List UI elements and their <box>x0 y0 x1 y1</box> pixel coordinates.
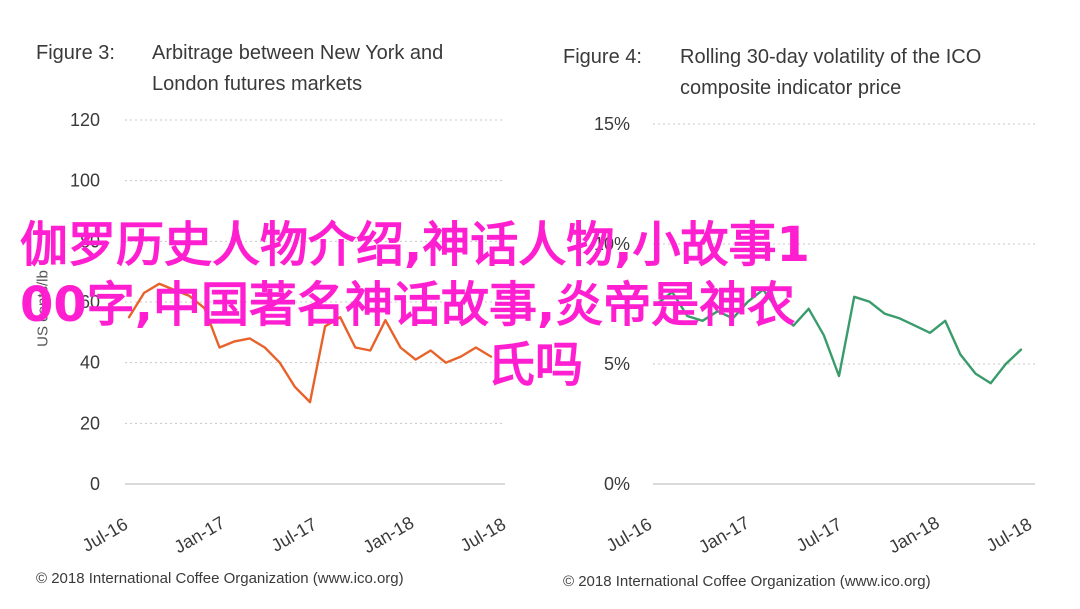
chart-2-x-tick-label: Jan-17 <box>695 512 753 557</box>
chart-2-y-tick-label: 5% <box>604 354 630 374</box>
chart-2-y-tick-label: 0% <box>604 474 630 494</box>
chart-1-x-tick-label: Jul-18 <box>457 514 509 556</box>
figure-3-title: Arbitrage between New York and London fu… <box>152 38 443 100</box>
figure-4-title-line-1: Rolling 30-day volatility of the ICO <box>680 46 982 68</box>
overlay-caption: 伽罗历史人物介绍,神话人物,小故事1 00字,中国著名神话故事,炎帝是神农 氏吗 <box>0 215 1080 395</box>
chart-1-x-tick-label: Jul-17 <box>268 514 320 556</box>
figure-4-label: Figure 4: <box>563 46 642 68</box>
chart-1-series-line <box>127 282 493 404</box>
figure-3-label: Figure 3: <box>36 42 115 64</box>
chart-2-x-tick-label: Jul-18 <box>983 514 1035 556</box>
figure-3-title-line-2: London futures markets <box>152 73 363 95</box>
chart-1-y-tick-label: 80 <box>80 231 100 251</box>
chart-2-series-line <box>655 288 1023 385</box>
chart-1-x-tick-label: Jan-17 <box>171 512 229 557</box>
overlay-line-1: 伽罗历史人物介绍,神话人物,小故事1 <box>20 217 810 273</box>
figure-3-footer: © 2018 International Coffee Organization… <box>36 570 404 587</box>
chart-1-y-tick-label: 20 <box>80 413 100 433</box>
chart-1-y-tick-label: 40 <box>80 353 100 373</box>
overlay-line-2: 00字,中国著名神话故事,炎帝是神农 <box>20 277 796 333</box>
chart-1-y-tick-label: 0 <box>90 474 100 494</box>
figure-3-title-line-1: Arbitrage between New York and <box>152 42 444 64</box>
chart-1-x-tick-label: Jul-16 <box>79 514 131 556</box>
figure-4-title-line-2: composite indicator price <box>680 77 902 99</box>
chart-1-y-tick-label: 100 <box>70 171 100 191</box>
chart-2-y-tick-label: 10% <box>594 234 630 254</box>
chart-2-x-tick-label: Jan-18 <box>885 512 943 557</box>
chart-1-x-tick-label: Jan-18 <box>360 512 418 557</box>
chart-2-y-tick-label: 15% <box>594 114 630 134</box>
chart-2-x-tick-label: Jul-16 <box>603 514 655 556</box>
chart-1-y-tick-label: 60 <box>80 292 100 312</box>
chart-1-y-tick-label: 120 <box>70 110 100 130</box>
overlay-line-3: 氏吗 <box>487 337 584 393</box>
figure-4-footer: © 2018 International Coffee Organization… <box>563 573 931 590</box>
chart-2-x-tick-label: Jul-17 <box>793 514 845 556</box>
figure-4-title: Rolling 30-day volatility of the ICO com… <box>680 42 981 104</box>
